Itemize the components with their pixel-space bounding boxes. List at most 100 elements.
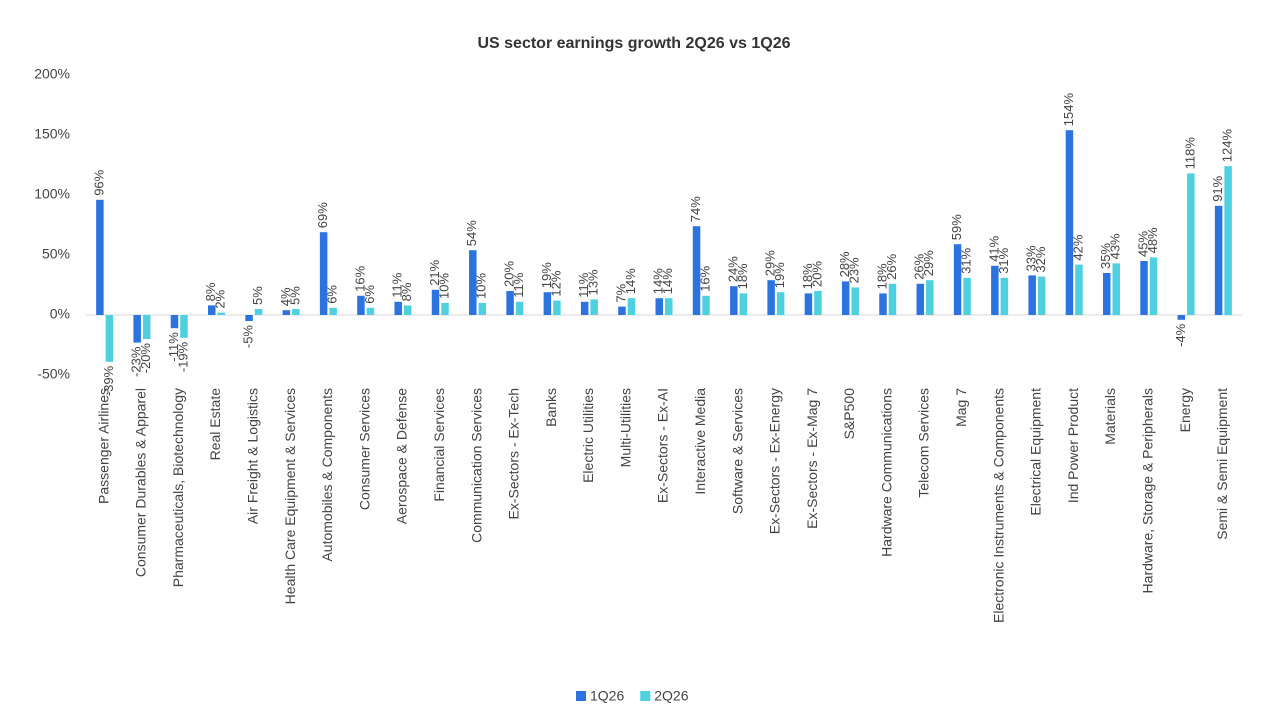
bar [180,315,188,338]
x-tick-label: Software & Services [729,388,745,514]
value-label: 18% [800,263,815,289]
bar [851,287,859,315]
bar [282,310,291,315]
bar [142,315,151,339]
x-tick-label: Pharmaceuticals, Biotechnology [170,388,186,587]
value-label: 11% [511,272,526,297]
x-tick-label: Interactive Media [692,388,708,495]
bar [292,309,300,315]
value-label: 26% [912,253,927,279]
x-tick-label: Real Estate [207,388,223,461]
value-label: 16% [352,265,367,291]
value-label: 6% [362,285,377,304]
value-label: 33% [1024,245,1039,271]
bar [1187,173,1195,315]
bar [515,301,524,315]
value-label: 20% [502,261,517,287]
bar [991,265,999,315]
bar [692,226,701,315]
legend-label: 2Q26 [654,688,688,704]
bar [1000,277,1009,315]
x-tick-label: Financial Services [431,388,447,502]
bar [329,307,337,315]
value-label: 32% [1033,246,1048,272]
y-tick-label: 50% [42,246,70,262]
bar [739,293,748,315]
y-tick-label: 0% [50,306,70,322]
chart-title: US sector earnings growth 2Q26 vs 1Q26 [477,35,790,52]
bar [96,199,104,315]
x-tick-label: S&P500 [841,388,857,440]
value-label: -5% [240,325,255,349]
value-label: -23% [129,346,144,377]
x-tick-label: Passenger Airlines [95,388,111,504]
x-tick-label: Energy [1177,388,1193,432]
y-tick-label: -50% [37,366,70,382]
value-label: 16% [697,265,712,291]
x-tick-label: Electric Utilities [580,388,596,483]
value-label: 45% [1135,231,1150,257]
value-label: 8% [399,282,414,301]
value-label: 18% [874,263,889,289]
value-label: -20% [138,343,153,374]
x-tick-label: Air Freight & Logistics [245,388,261,524]
bar [1214,205,1223,315]
bar [441,303,449,315]
bar [953,244,962,315]
value-label: 91% [1210,175,1225,201]
value-label: 10% [474,273,489,299]
x-tick-label: Ind Power Product [1065,388,1081,503]
y-tick-label: 100% [34,186,70,202]
bar [1028,275,1036,315]
bar [478,303,487,315]
bar [888,283,897,315]
x-tick-label: Mag 7 [953,388,969,427]
bar [590,299,598,315]
bar [366,307,375,315]
value-label: -19% [175,341,190,372]
value-label: -39% [101,365,116,396]
bar [580,301,589,315]
value-label: 19% [772,262,787,288]
bar [394,301,402,315]
bar [618,306,626,315]
value-label: 41% [986,235,1001,261]
value-label: 6% [325,285,340,304]
value-label: 96% [91,169,106,195]
bar [776,292,785,315]
value-label: 31% [996,247,1011,273]
bar [431,289,440,315]
x-tick-label: Hardware, Storage & Peripherals [1139,388,1155,593]
value-label: 124% [1220,129,1235,163]
x-tick-label: Materials [1102,388,1118,445]
value-label: 154% [1061,93,1076,127]
bar [403,305,412,315]
bar [319,232,328,315]
x-tick-label: Multi-Utilities [617,388,633,467]
legend-swatch [576,691,586,701]
bar [814,291,822,315]
value-label: 26% [884,253,899,279]
value-label: 12% [548,270,563,296]
value-label: 18% [735,263,750,289]
bar [916,283,925,315]
x-tick-label: Electronic Instruments & Components [990,388,1006,623]
value-label: 14% [623,268,638,294]
x-tick-label: Telecom Services [916,388,932,498]
x-tick-label: Electrical Equipment [1028,388,1044,516]
value-label: 11% [576,272,591,297]
value-label: 14% [651,268,666,294]
value-label: 118% [1182,137,1197,170]
x-tick-label: Consumer Durables & Apparel [133,388,149,577]
bar [730,286,738,315]
bar [1075,264,1083,315]
bar [879,293,887,315]
value-label: 21% [427,259,442,285]
x-tick-label: Automobiles & Components [319,388,335,562]
value-label: 59% [949,214,964,240]
value-label: 14% [660,268,675,294]
value-label: 13% [586,269,601,295]
value-label: 7% [613,283,628,302]
bar [217,312,226,315]
legend-swatch [640,691,651,701]
